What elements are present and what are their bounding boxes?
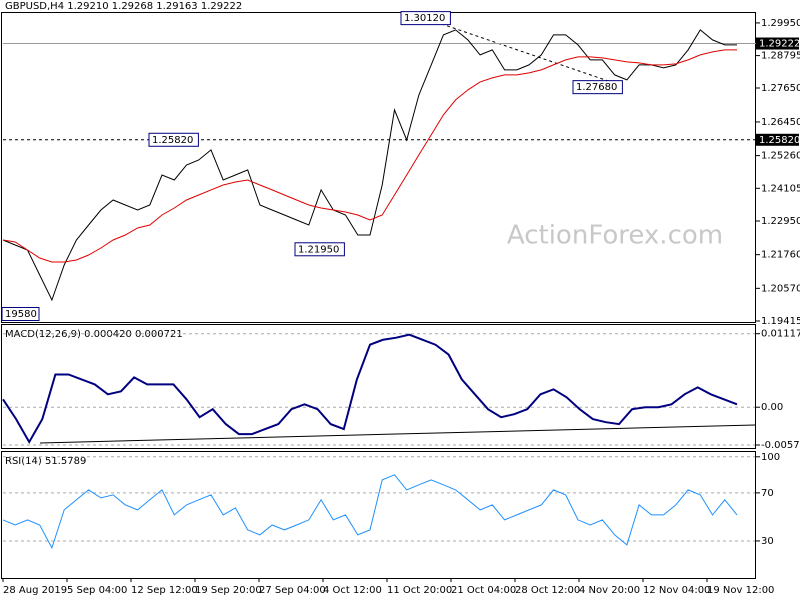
x-tick-label: 28 Aug 2019 [3, 585, 67, 596]
rsi-title: RSI(14) 51.5789 [5, 456, 86, 467]
y-tick-label: 0.00 [761, 402, 783, 413]
x-tick-label: 27 Sep 04:00 [259, 585, 326, 596]
series-line [2, 49, 737, 263]
series-line [2, 333, 738, 445]
price-label: 1.25820 [759, 135, 800, 146]
annotation: 19580 [5, 309, 37, 320]
price-label-box [756, 37, 799, 50]
y-tick-label: 1.28795 [761, 51, 800, 62]
price-panel [1, 12, 756, 323]
annotation-box [1, 307, 40, 321]
x-tick-label: 4 Oct 12:00 [323, 585, 382, 596]
series-line [2, 474, 738, 550]
x-tick-label: 5 Sep 04:00 [67, 585, 127, 596]
x-tick-label: 12 Nov 04:00 [643, 585, 710, 596]
watermark: ActionForex.com [507, 221, 723, 251]
annotation: 1.30120 [404, 13, 445, 24]
y-tick-label: 1.21760 [761, 250, 800, 261]
x-tick-label: 21 Oct 04:00 [451, 585, 516, 596]
rsi-panel [1, 451, 756, 579]
annotation-box [294, 242, 345, 257]
y-tick-label: 1.26450 [761, 117, 800, 128]
y-tick-label: 1.20570 [761, 283, 800, 294]
x-tick-label: 19 Nov 12:00 [707, 585, 774, 596]
chart-title: GBPUSD,H4 1.29210 1.29268 1.29163 1.2922… [5, 1, 242, 12]
x-tick-label: 11 Oct 20:00 [387, 585, 452, 596]
y-tick-label: 1.19415 [761, 316, 800, 327]
y-tick-label: 100 [761, 452, 780, 463]
annotation: 1.21950 [298, 244, 339, 255]
y-tick-label: 1.24105 [761, 183, 800, 194]
macd-title: MACD(12,26,9) 0.000420 0.000721 [5, 329, 183, 340]
y-tick-label: 30 [761, 536, 774, 547]
annotation: 1.25820 [152, 135, 193, 146]
y-tick-label: 70 [761, 488, 774, 499]
y-tick-label: 1.29950 [761, 18, 800, 29]
y-tick-label: 1.25260 [761, 151, 800, 162]
annotation-box [400, 11, 451, 26]
series-line [2, 29, 737, 302]
y-tick-label: 1.22950 [761, 216, 800, 227]
y-tick-label: 0.011177 [761, 329, 800, 340]
y-tick-label: 1.27650 [761, 83, 800, 94]
x-tick-label: 4 Nov 20:00 [579, 585, 640, 596]
x-tick-label: 12 Sep 12:00 [131, 585, 198, 596]
macd-panel [1, 324, 756, 449]
x-tick-label: 19 Sep 20:00 [195, 585, 262, 596]
annotation-box [148, 132, 199, 147]
y-tick-label: -0.005746 [761, 440, 800, 451]
annotation: 1.27680 [576, 82, 617, 93]
price-label-box [756, 133, 799, 146]
x-tick-label: 28 Oct 12:00 [515, 585, 580, 596]
macd-trend-line [39, 424, 756, 444]
price-label: 1.29222 [759, 39, 800, 50]
annotation-box [572, 80, 623, 95]
